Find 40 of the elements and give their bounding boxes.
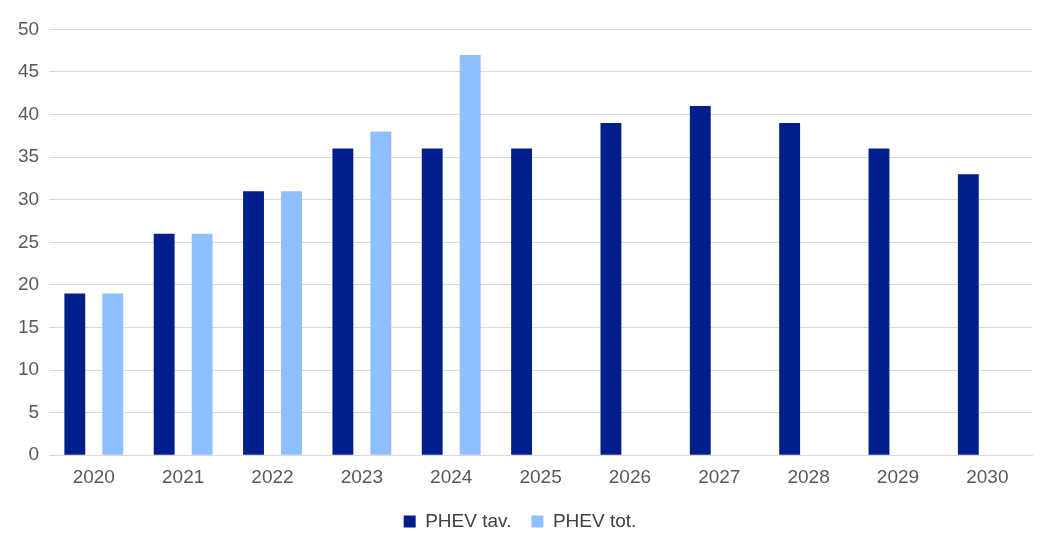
x-tick-label: 2030: [966, 465, 1009, 487]
y-tick-label: 15: [17, 315, 40, 337]
bar: [332, 148, 354, 455]
bar: [64, 293, 86, 455]
y-tick-label: 40: [17, 102, 40, 124]
y-tick-label: 45: [17, 60, 40, 82]
y-tick-label: 10: [17, 358, 40, 380]
bar: [153, 233, 175, 455]
legend-label: PHEV tav.: [425, 509, 512, 531]
y-tick-label: 35: [17, 145, 40, 167]
bar: [191, 233, 213, 455]
y-tick-label: 20: [17, 273, 40, 295]
x-tick-label: 2025: [519, 465, 562, 487]
x-tick-label: 2023: [340, 465, 383, 487]
bar: [243, 191, 264, 455]
bar: [421, 148, 443, 455]
y-tick-label: 50: [17, 17, 40, 39]
bar: [511, 148, 533, 455]
bar: [868, 148, 890, 455]
y-tick-label: 25: [17, 230, 40, 252]
bar: [600, 123, 622, 455]
x-tick-label: 2029: [876, 465, 920, 487]
x-tick-label: 2021: [162, 465, 205, 487]
bar: [957, 174, 979, 455]
bar: [689, 106, 711, 455]
bar: [102, 293, 124, 455]
x-tick-label: 2024: [430, 465, 473, 487]
y-tick-label: 30: [17, 187, 40, 209]
bar: [779, 123, 801, 455]
bar: [281, 191, 302, 455]
bar: [370, 131, 392, 455]
bar: [459, 54, 481, 455]
x-tick-label: 2027: [698, 465, 741, 487]
x-tick-label: 2020: [72, 465, 115, 487]
x-tick-label: 2022: [251, 465, 294, 487]
legend-label: PHEV tot.: [552, 509, 637, 531]
x-tick-label: 2028: [787, 465, 830, 487]
y-tick-label: 0: [28, 443, 40, 465]
x-tick-label: 2026: [608, 465, 652, 487]
y-tick-label: 5: [28, 400, 40, 422]
